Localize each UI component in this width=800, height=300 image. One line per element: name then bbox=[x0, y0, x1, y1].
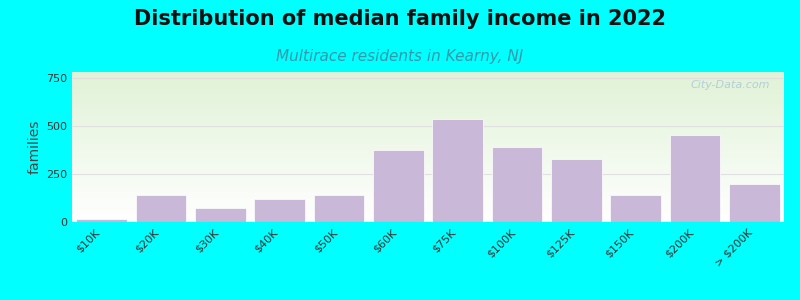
Bar bbox=[492, 147, 542, 222]
Bar bbox=[373, 150, 423, 222]
Text: Distribution of median family income in 2022: Distribution of median family income in … bbox=[134, 9, 666, 29]
Bar bbox=[136, 195, 186, 222]
Bar bbox=[195, 208, 246, 222]
Bar bbox=[610, 195, 661, 222]
Bar bbox=[254, 199, 305, 222]
Bar bbox=[77, 219, 127, 222]
Bar bbox=[314, 195, 364, 222]
Bar bbox=[551, 158, 602, 222]
Text: City-Data.com: City-Data.com bbox=[690, 80, 770, 89]
Text: Multirace residents in Kearny, NJ: Multirace residents in Kearny, NJ bbox=[276, 50, 524, 64]
Y-axis label: families: families bbox=[28, 120, 42, 174]
Bar bbox=[729, 184, 779, 222]
Bar bbox=[670, 134, 720, 222]
Bar bbox=[433, 119, 483, 222]
